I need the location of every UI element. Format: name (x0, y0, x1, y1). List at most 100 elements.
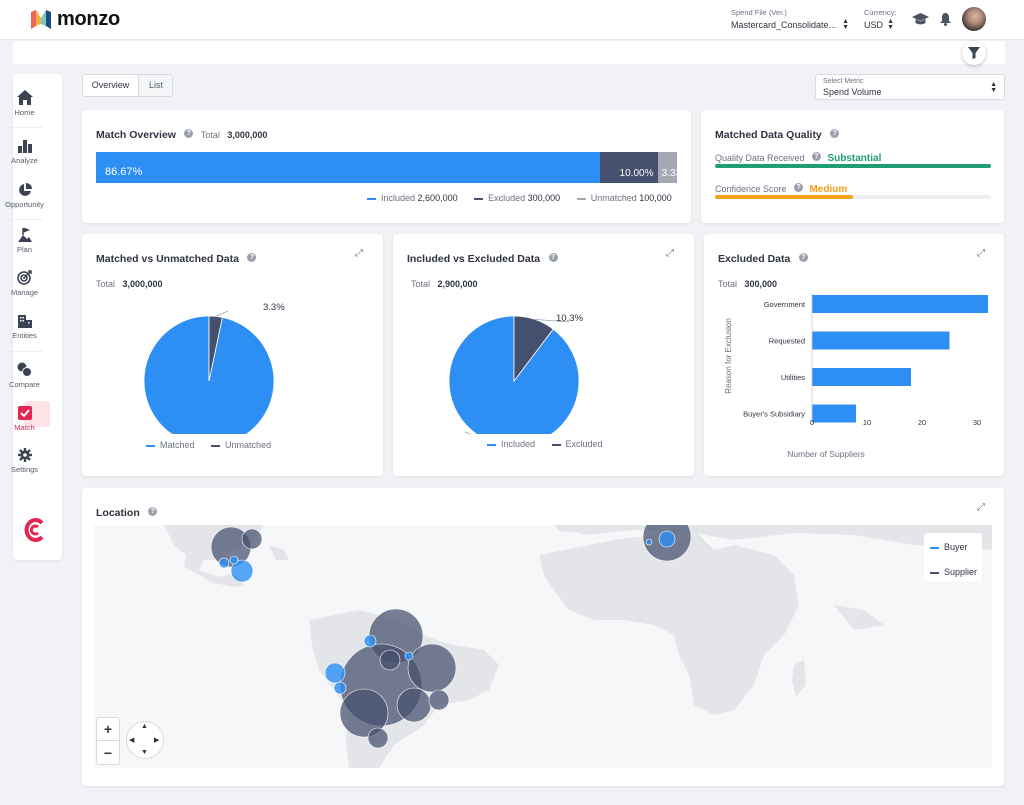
legend-label: Unmatched (590, 193, 637, 203)
pie-value-label: 3.3% (263, 302, 285, 313)
sidebar-item-label: Plan (16, 245, 32, 254)
sidebar-item-home[interactable]: Home (0, 90, 49, 117)
legend-label: Buyer (944, 542, 968, 552)
sidebar-item-label: Match (14, 423, 35, 432)
help-icon[interactable]: ? (798, 253, 808, 263)
bar-chart-icon (17, 140, 32, 153)
brand-name: monzo (57, 8, 120, 30)
expand-icon[interactable]: ⤢ (977, 502, 985, 513)
help-icon[interactable]: ? (148, 507, 158, 517)
legend-swatch (474, 197, 484, 200)
quality-received-bar (715, 164, 991, 168)
legend-label: Included (501, 439, 536, 449)
spend-file-select[interactable]: Mastercard_Consolidate... ▲ ▼ (731, 18, 849, 31)
segment-label: 3.33% (661, 168, 690, 179)
sidebar-item-settings[interactable]: Settings (0, 448, 49, 474)
target-icon (17, 270, 32, 285)
sidebar-item-match[interactable]: Match (0, 406, 49, 432)
confidence-bar (715, 195, 853, 199)
card-title: Matched vs Unmatched Data (96, 253, 239, 265)
sidebar-item-label: Home (14, 108, 35, 117)
spend-file-label: Spend File (Ver.) (731, 8, 787, 17)
help-icon[interactable]: ? (548, 253, 558, 263)
sidebar-item-label: Manage (10, 288, 39, 297)
legend-label: Excluded (565, 439, 603, 449)
avatar[interactable] (962, 7, 986, 31)
sort-arrows-icon: ▲ ▼ (887, 18, 894, 31)
total-label: Total (200, 130, 220, 140)
expand-icon[interactable]: ⤢ (355, 248, 363, 259)
data-quality-card: Matched Data Quality ? Quality Data Rece… (701, 110, 1004, 223)
expand-icon[interactable]: ⤢ (666, 248, 674, 259)
building-icon (17, 315, 32, 328)
filter-icon (968, 47, 980, 59)
pan-right-icon[interactable]: ▶ (154, 737, 160, 744)
legend-swatch (930, 571, 939, 574)
card-title: Included vs Excluded Data (407, 253, 541, 265)
legend-swatch (367, 197, 376, 200)
help-icon[interactable]: ? (812, 152, 821, 162)
legend-swatch (487, 443, 496, 446)
zoom-in-button[interactable]: + (97, 718, 119, 741)
monzo-logo[interactable] (30, 10, 52, 35)
card-title: Location (96, 507, 140, 519)
data-quality-title: Matched Data Quality (715, 129, 822, 141)
sidebar-item-plan[interactable]: Plan (0, 228, 49, 254)
match-icon (17, 406, 32, 420)
sidebar-item-label: Entities (12, 331, 37, 340)
excluded-data-card: Excluded Data ? ⤢ Total 300,000 Governme… (704, 234, 1004, 476)
pie-slice-included[interactable] (448, 315, 580, 434)
category-label: Buyer's Subsidiary (743, 410, 805, 419)
legend-label: Supplier (944, 567, 978, 577)
confidence-track (715, 195, 991, 199)
zoom-out-button[interactable]: − (103, 745, 113, 761)
help-icon[interactable]: ? (794, 183, 803, 193)
tab-overview[interactable]: Overview (83, 75, 139, 96)
help-icon[interactable]: ? (247, 253, 257, 263)
quality-received-track (715, 164, 991, 168)
pan-left-icon[interactable]: ◀ (129, 737, 135, 744)
category-label: Requested (769, 337, 805, 346)
sidebar-item-label: Settings (10, 465, 39, 474)
filter-button[interactable] (962, 41, 986, 65)
sidebar-item-entities[interactable]: Entities (0, 315, 49, 340)
unmatched-segment[interactable]: 3.33% (657, 152, 690, 183)
pie-slice-excluded[interactable] (513, 315, 554, 383)
help-icon[interactable]: ? (184, 129, 194, 139)
metric-select-value: Spend Volume (823, 87, 882, 97)
currency-select[interactable]: USD ▲ ▼ (864, 18, 894, 31)
company-logo-icon (24, 518, 44, 542)
pan-control[interactable]: ▲ ▼ ◀ ▶ (126, 721, 164, 759)
quality-received-value: Substantial (827, 153, 882, 164)
sort-arrows-icon: ▲ ▼ (990, 81, 997, 94)
bar[interactable] (812, 368, 911, 386)
excluded-segment[interactable]: 10.00% (599, 152, 658, 183)
compare-icon (17, 362, 32, 377)
sidebar-divider (6, 351, 43, 352)
bar[interactable] (812, 404, 856, 423)
expand-icon[interactable]: ⤢ (977, 248, 985, 259)
sidebar-item-manage[interactable]: Manage (0, 270, 49, 297)
bar[interactable] (812, 295, 988, 313)
segment-label: 86.67% (105, 166, 143, 178)
sidebar-item-opportunity[interactable]: Opportunity (0, 183, 49, 209)
pan-up-icon[interactable]: ▲ (141, 723, 148, 730)
pie-value-label: 10.3% (556, 313, 583, 324)
graduation-cap-icon[interactable] (912, 13, 929, 26)
bell-icon[interactable] (940, 13, 951, 26)
pie-slice-unmatched[interactable] (208, 315, 223, 382)
land-shapes (164, 525, 992, 768)
help-icon[interactable]: ? (830, 129, 840, 139)
sidebar-item-compare[interactable]: Compare (0, 362, 49, 389)
pie-slice-matched[interactable] (143, 315, 275, 434)
legend-label: Included (381, 193, 416, 203)
tab-list[interactable]: List (148, 80, 163, 90)
x-axis-label: Number of Suppliers (787, 449, 864, 459)
world-map[interactable]: Buyer Supplier + − ▲ ▼ ◀ ▶ (94, 525, 992, 768)
total-value: 2,900,000 (437, 279, 478, 289)
sidebar-item-analyze[interactable]: Analyze (0, 140, 49, 165)
metric-select[interactable]: Select Metric Spend Volume ▲ ▼ (815, 74, 1005, 100)
bar[interactable] (812, 331, 950, 350)
pan-down-icon[interactable]: ▼ (141, 749, 148, 756)
included-segment[interactable]: 86.67% (96, 152, 600, 183)
